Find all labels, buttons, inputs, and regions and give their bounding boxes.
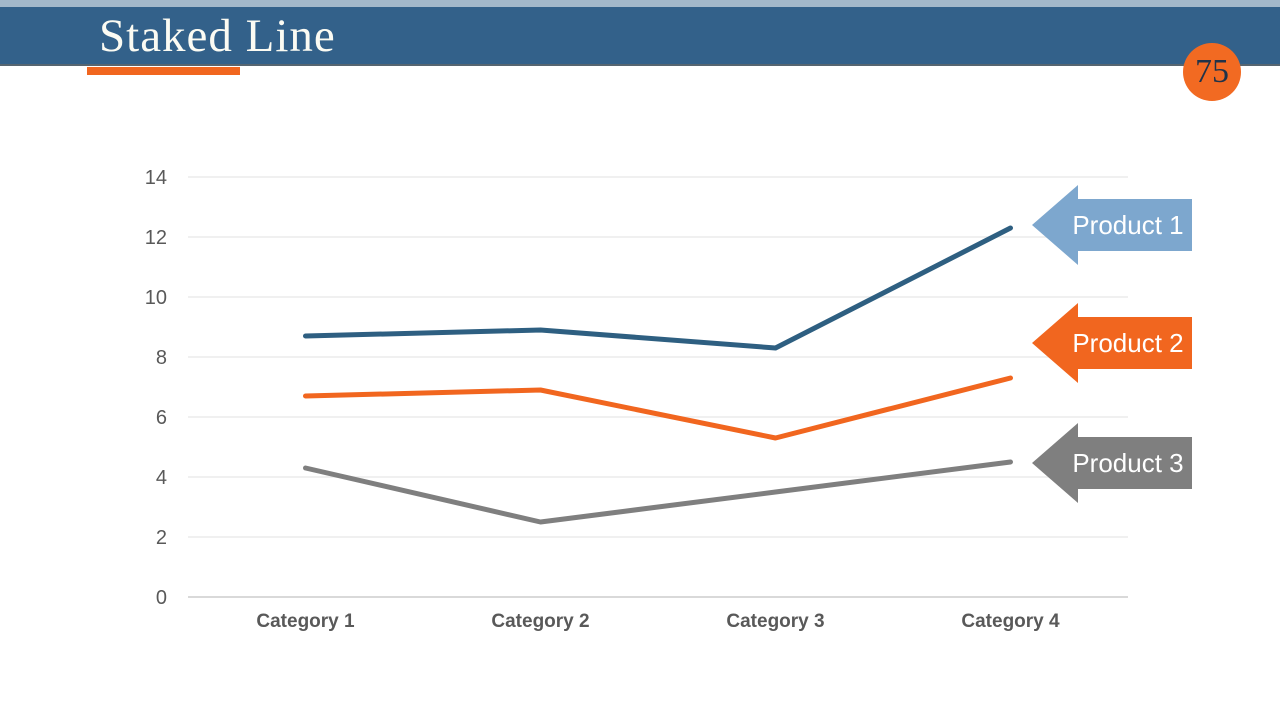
legend-arrow-label-product-3: Product 3 [1072,448,1183,478]
x-axis-category-label: Category 4 [961,611,1060,632]
title-accent-underline [87,67,240,75]
series-line-product-3 [303,459,1013,525]
x-axis-category-label: Category 2 [491,611,589,632]
y-axis-tick-label: 0 [156,587,167,609]
page-number: 75 [1195,53,1229,90]
slide-header [0,7,1280,66]
slide-title: Staked Line [99,10,336,62]
y-axis-tick-label: 2 [156,527,167,549]
y-axis-tick-label: 4 [156,467,167,489]
series-line-product-1 [303,225,1013,351]
y-axis-tick-label: 6 [156,407,167,429]
page-number-badge: 75 [1183,43,1241,101]
series-line-product-2 [303,375,1013,441]
left-arrow-icon-product-1 [1032,185,1192,265]
y-axis-tick-label: 14 [145,167,167,189]
x-axis-category-label: Category 3 [726,611,824,632]
top-accent-strip [0,0,1280,7]
y-axis-tick-label: 12 [145,227,167,249]
x-axis-category-label: Category 1 [256,611,355,632]
y-axis-tick-label: 10 [145,287,167,309]
left-arrow-icon-product-2 [1032,303,1192,383]
y-axis-tick-label: 8 [156,347,167,369]
legend-arrow-label-product-2: Product 2 [1072,328,1183,358]
left-arrow-icon-product-3 [1032,423,1192,503]
legend-arrow-label-product-1: Product 1 [1072,210,1183,240]
